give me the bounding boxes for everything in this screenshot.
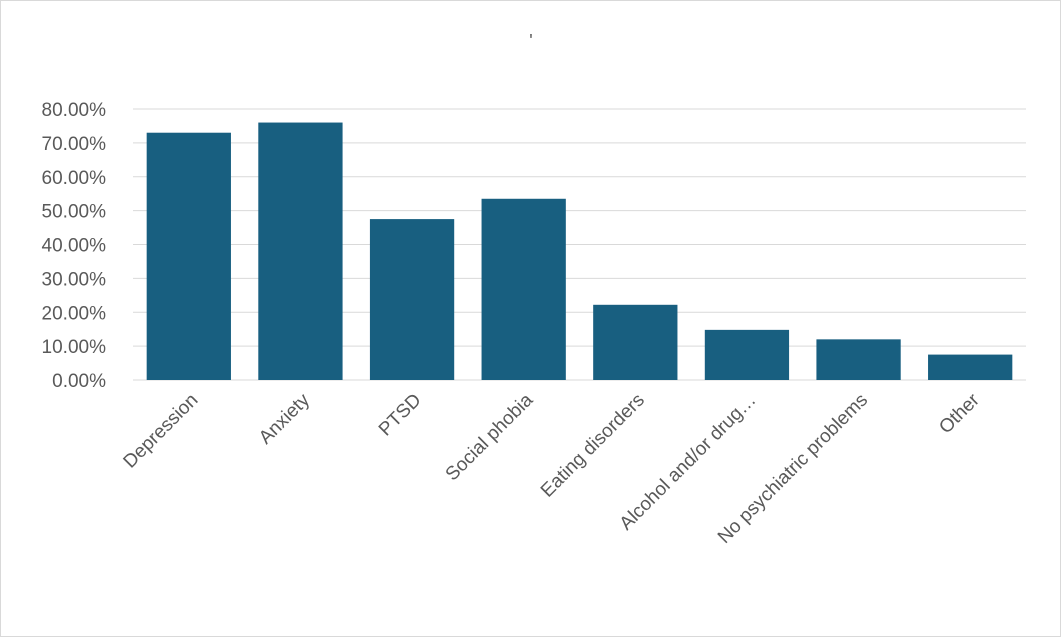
chart-title: ' xyxy=(529,31,532,51)
y-tick-label: 40.00% xyxy=(42,236,107,257)
x-category-label: Depression xyxy=(120,390,203,473)
y-tick-label: 60.00% xyxy=(42,168,107,189)
y-tick-label: 80.00% xyxy=(42,100,107,121)
bar-eating-disorders xyxy=(593,304,678,380)
y-axis-tick-labels: 0.00% 10.00% 20.00% 30.00% 40.00% 50.00% 60.00… xyxy=(42,100,107,392)
bar-alcohol-and-or-drug xyxy=(704,329,790,380)
x-category-label: Eating disorders xyxy=(537,390,649,502)
bar-ptsd xyxy=(369,219,455,380)
x-axis-category-labels: Depression Anxiety PTSD Social phobia Eating… xyxy=(120,389,985,548)
x-category-label: PTSD xyxy=(375,390,426,441)
y-tick-label: 30.00% xyxy=(42,269,107,290)
y-tick-label: 20.00% xyxy=(42,303,107,324)
x-category-label: Social phobia xyxy=(442,389,538,485)
bars xyxy=(146,122,1013,381)
bar-other xyxy=(928,354,1013,380)
y-tick-label: 70.00% xyxy=(42,134,107,155)
y-tick-label: 0.00% xyxy=(52,371,106,392)
bar-anxiety xyxy=(258,122,343,381)
x-category-label: Anxiety xyxy=(255,389,314,448)
y-tick-label: 10.00% xyxy=(42,337,107,358)
x-category-label: Other xyxy=(935,389,984,438)
bar-no-psychiatric-problems xyxy=(816,339,901,380)
bar-depression xyxy=(146,132,231,380)
y-tick-label: 50.00% xyxy=(42,202,107,223)
bar-social-phobia xyxy=(481,198,566,380)
